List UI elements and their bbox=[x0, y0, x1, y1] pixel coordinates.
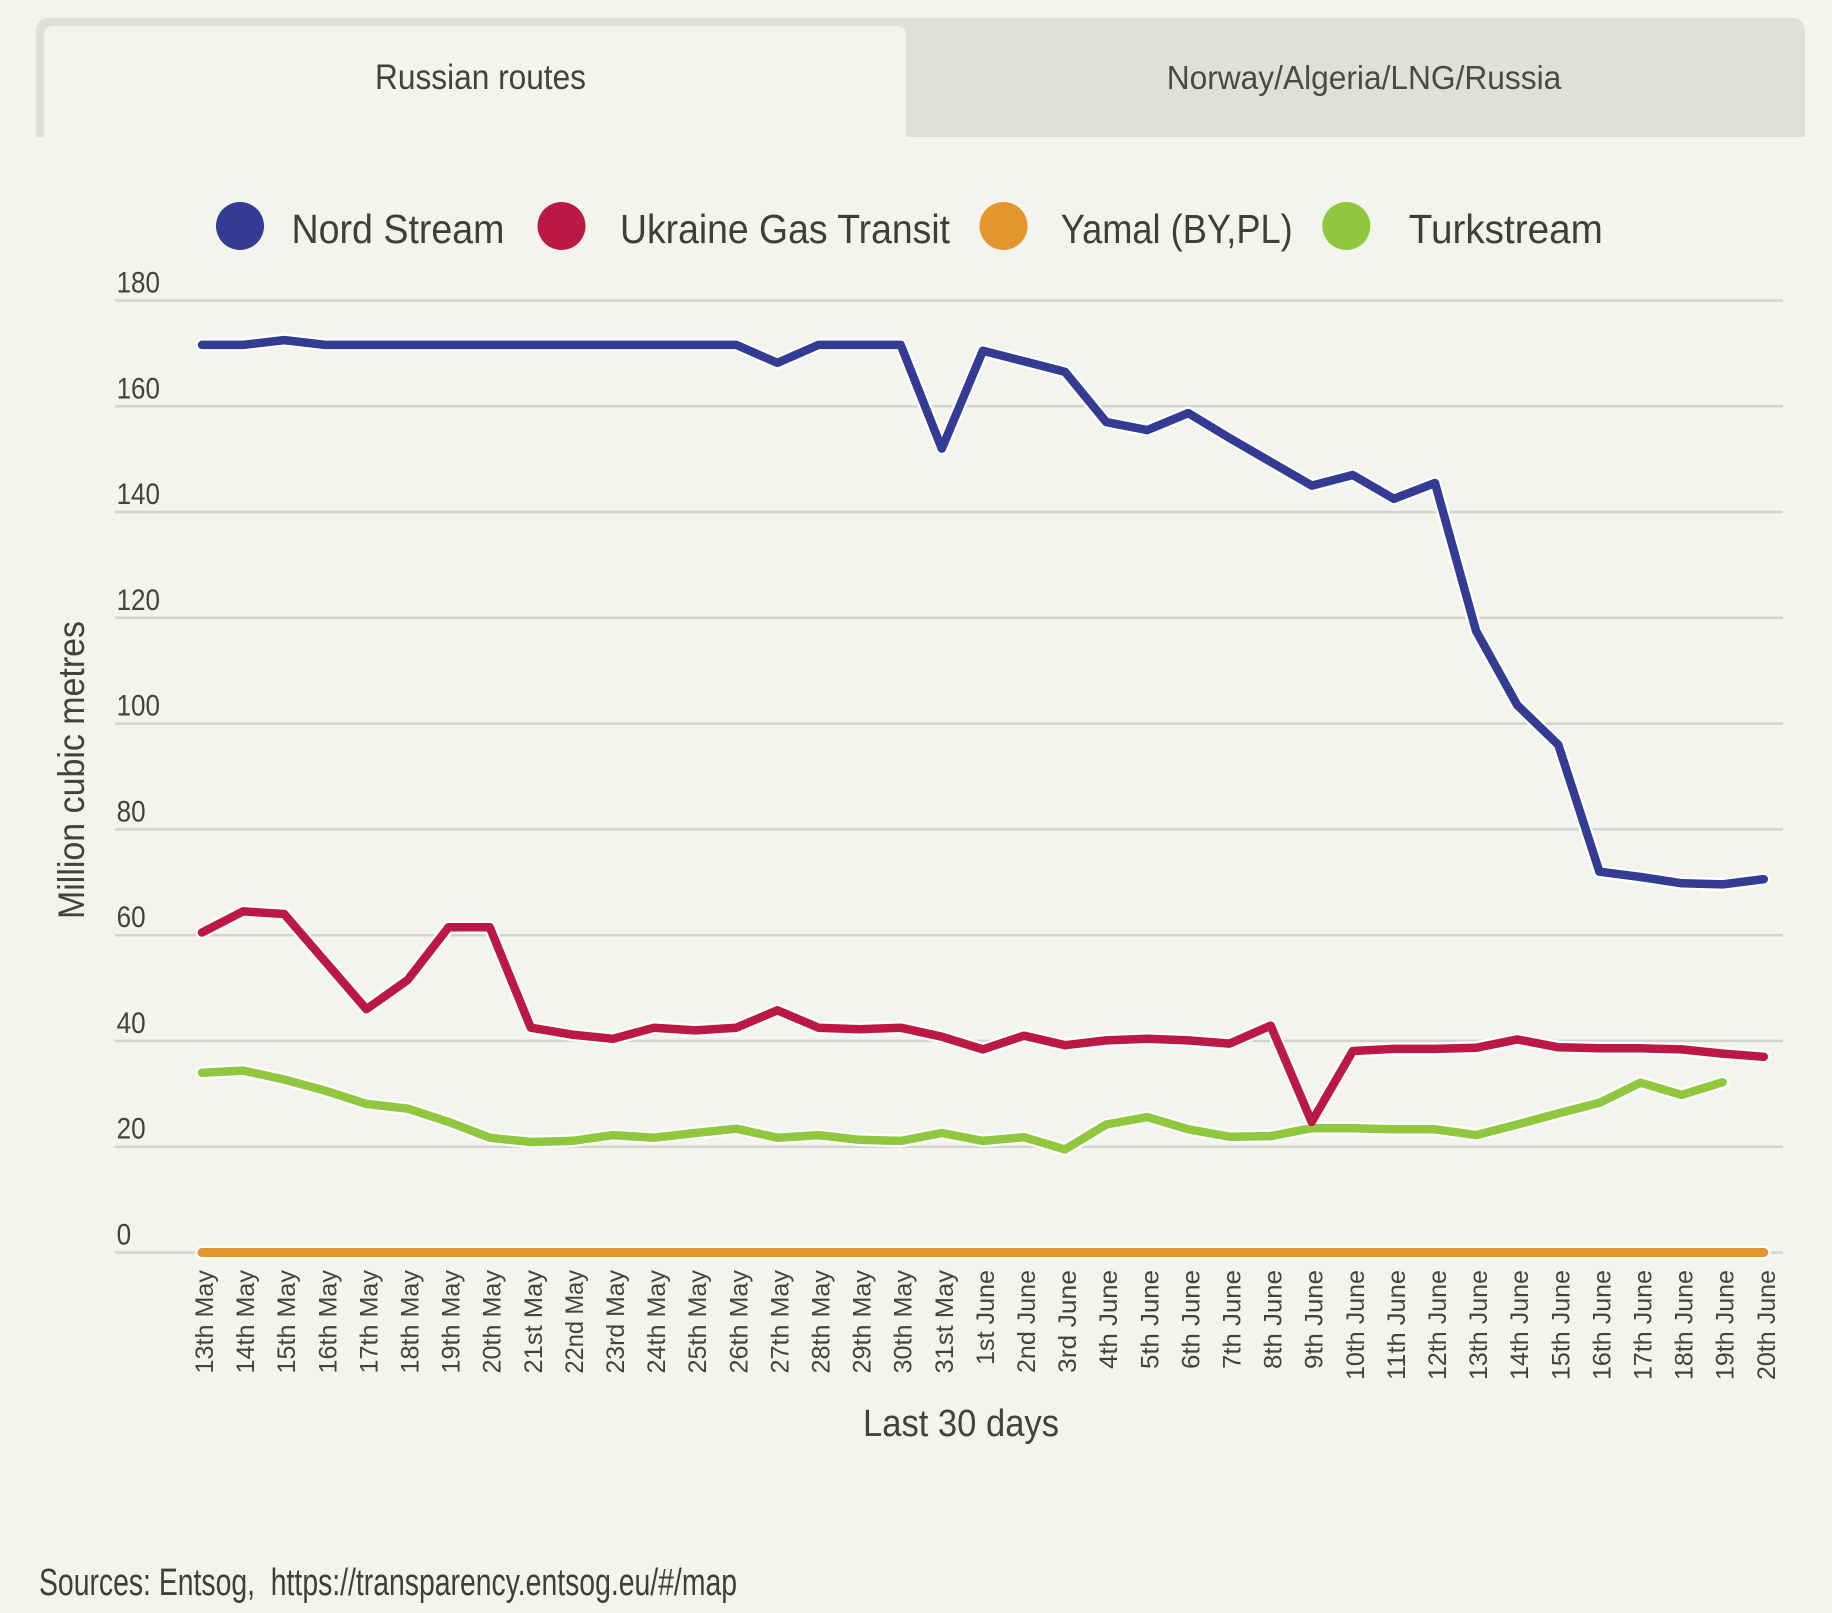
svg-text:16th May: 16th May bbox=[314, 1270, 342, 1374]
svg-text:20: 20 bbox=[117, 1113, 146, 1146]
svg-text:31st May: 31st May bbox=[931, 1269, 959, 1373]
svg-text:17th June: 17th June bbox=[1630, 1270, 1658, 1380]
svg-text:140: 140 bbox=[117, 478, 160, 511]
svg-text:10th June: 10th June bbox=[1342, 1270, 1370, 1380]
svg-text:8th June: 8th June bbox=[1260, 1270, 1288, 1369]
svg-text:18th May: 18th May bbox=[397, 1270, 425, 1374]
svg-text:13th June: 13th June bbox=[1465, 1270, 1493, 1380]
svg-text:19th May: 19th May bbox=[438, 1270, 466, 1374]
svg-text:180: 180 bbox=[117, 267, 160, 300]
svg-text:3rd June: 3rd June bbox=[1054, 1270, 1082, 1373]
svg-text:5th June: 5th June bbox=[1136, 1270, 1164, 1369]
svg-text:80: 80 bbox=[117, 795, 146, 828]
svg-text:Million cubic metres: Million cubic metres bbox=[51, 621, 92, 919]
svg-text:27th May: 27th May bbox=[766, 1270, 794, 1374]
svg-text:Last 30 days: Last 30 days bbox=[863, 1403, 1059, 1445]
svg-text:160: 160 bbox=[117, 372, 160, 405]
svg-text:24th May: 24th May bbox=[643, 1270, 671, 1374]
svg-text:Nord Stream: Nord Stream bbox=[292, 206, 505, 252]
svg-text:14th May: 14th May bbox=[232, 1270, 260, 1374]
svg-text:6th June: 6th June bbox=[1177, 1270, 1205, 1369]
svg-text:9th June: 9th June bbox=[1301, 1270, 1329, 1369]
svg-text:14th June: 14th June bbox=[1506, 1270, 1534, 1380]
svg-text:18th June: 18th June bbox=[1671, 1270, 1699, 1380]
svg-text:0: 0 bbox=[117, 1219, 132, 1252]
svg-text:25th May: 25th May bbox=[684, 1270, 712, 1374]
svg-text:20th May: 20th May bbox=[479, 1270, 507, 1374]
svg-text:17th May: 17th May bbox=[355, 1270, 383, 1374]
svg-text:22nd May: 22nd May bbox=[561, 1270, 589, 1374]
svg-text:Turkstream: Turkstream bbox=[1409, 206, 1603, 252]
svg-text:23rd May: 23rd May bbox=[602, 1270, 630, 1374]
svg-text:2nd June: 2nd June bbox=[1013, 1270, 1041, 1373]
svg-text:1st June: 1st June bbox=[972, 1270, 1000, 1365]
svg-text:13th May: 13th May bbox=[191, 1270, 219, 1374]
svg-text:4th June: 4th June bbox=[1095, 1270, 1123, 1369]
svg-text:20th June: 20th June bbox=[1753, 1270, 1781, 1380]
svg-text:19th June: 19th June bbox=[1712, 1270, 1740, 1380]
svg-text:Russian routes: Russian routes bbox=[375, 58, 586, 97]
svg-text:60: 60 bbox=[117, 901, 146, 934]
svg-text:15th June: 15th June bbox=[1547, 1270, 1575, 1380]
svg-text:Ukraine Gas Transit: Ukraine Gas Transit bbox=[620, 206, 951, 252]
svg-text:7th June: 7th June bbox=[1219, 1270, 1247, 1369]
svg-text:30th May: 30th May bbox=[890, 1270, 918, 1374]
svg-text:28th May: 28th May bbox=[808, 1270, 836, 1374]
svg-text:16th June: 16th June bbox=[1588, 1270, 1616, 1380]
svg-text:120: 120 bbox=[117, 584, 160, 617]
svg-text:11th June: 11th June bbox=[1383, 1270, 1411, 1380]
svg-text:21st May: 21st May bbox=[520, 1269, 548, 1373]
svg-text:29th May: 29th May bbox=[849, 1270, 877, 1374]
svg-text:12th June: 12th June bbox=[1424, 1270, 1452, 1380]
svg-text:Sources: Entsog, https://tran: Sources: Entsog, https://transparency.en… bbox=[39, 1562, 737, 1604]
svg-text:40: 40 bbox=[117, 1007, 146, 1040]
svg-text:15th May: 15th May bbox=[273, 1270, 301, 1374]
svg-text:26th May: 26th May bbox=[725, 1270, 753, 1374]
svg-text:Yamal (BY,PL): Yamal (BY,PL) bbox=[1061, 206, 1293, 252]
svg-text:Norway/Algeria/LNG/Russia: Norway/Algeria/LNG/Russia bbox=[1167, 60, 1562, 97]
svg-text:100: 100 bbox=[117, 690, 160, 723]
